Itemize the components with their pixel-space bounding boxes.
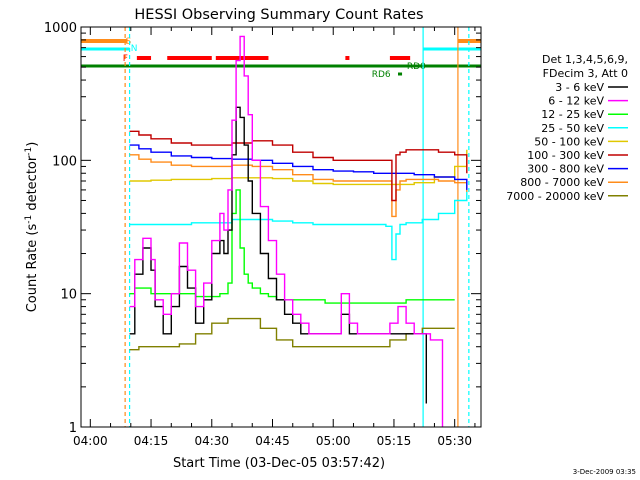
y-tick-label-2: 100 — [52, 154, 77, 169]
y-axis-label-sup2: -1 — [24, 147, 34, 156]
footer-date: 3-Dec-2009 03:35 — [573, 468, 636, 476]
legend-entry-label-5: 100 - 300 keV — [527, 149, 604, 162]
x-tick-label-6: 05:30 — [437, 434, 472, 448]
night-flag-label: N — [131, 44, 138, 54]
legend-header-line-1: Det 1,3,4,5,6,9, — [542, 53, 628, 66]
series-line-3 — [129, 185, 468, 261]
y-tick-label-3: 1000 — [44, 21, 77, 36]
x-tick-label-1: 04:15 — [134, 434, 169, 448]
series-line-1 — [129, 35, 444, 427]
legend-entry-label-4: 50 - 100 keV — [534, 135, 604, 148]
rd0-flag-label: RD0 — [407, 62, 426, 72]
chart-title: HESSI Observing Summary Count Rates — [134, 7, 423, 23]
axes — [80, 26, 482, 428]
saa-flag-label: S — [126, 37, 132, 47]
legend-entry-label-7: 800 - 7000 keV — [520, 176, 604, 189]
x-tick-label-2: 04:30 — [194, 434, 229, 448]
x-tick-label-0: 04:00 — [73, 434, 108, 448]
x-tick-label-5: 05:15 — [377, 434, 412, 448]
legend-entry-label-0: 3 - 6 keV — [555, 81, 604, 94]
series-line-2 — [129, 189, 455, 304]
x-tick-label-3: 04:45 — [255, 434, 290, 448]
legend-entry-label-6: 300 - 800 keV — [527, 163, 604, 176]
y-axis-label-mid: detector — [25, 155, 40, 215]
x-axis-label: Start Time (03-Dec-05 03:57:42) — [173, 456, 385, 471]
y-axis-label-end: ) — [25, 142, 40, 147]
legend-entry-label-8: 7000 - 20000 keV — [506, 190, 604, 203]
y-axis-label-main: Count Rate (s — [25, 224, 40, 313]
series-line-4 — [129, 149, 468, 186]
data-series — [129, 35, 468, 427]
series-line-8 — [129, 317, 455, 351]
boundary-lines — [124, 27, 470, 427]
y-tick-label-1: 10 — [60, 288, 77, 303]
y-axis-label-sup1: -1 — [24, 215, 34, 224]
plot-background — [81, 27, 481, 427]
legend-entry-label-1: 6 - 12 keV — [548, 95, 604, 108]
x-tick-labels: 04:00 04:15 04:30 04:45 05:00 05:15 05:30 — [73, 434, 472, 448]
y-tick-labels: 1 10 100 1000 — [44, 21, 77, 436]
x-tick-label-4: 05:00 — [316, 434, 351, 448]
y-axis-label: Count Rate (s-1 detector-1) — [24, 142, 40, 313]
legend-header-line-2: FDecim 3, Att 0 — [543, 67, 628, 80]
series-line-5 — [129, 130, 468, 202]
status-flags: SNFRD0RD6 — [81, 37, 481, 80]
legend-entry-label-3: 25 - 50 keV — [541, 122, 604, 135]
plot-area — [81, 27, 481, 427]
plot-frame — [80, 26, 482, 428]
legend: Det 1,3,4,5,6,9, FDecim 3, Att 0 3 - 6 k… — [506, 53, 628, 203]
series-line-7 — [129, 154, 468, 218]
y-tick-label-0: 1 — [69, 421, 77, 436]
rd6-flag-label: RD6 — [372, 70, 391, 80]
series-line-6 — [129, 144, 468, 190]
legend-entry-label-2: 12 - 25 keV — [541, 108, 604, 121]
